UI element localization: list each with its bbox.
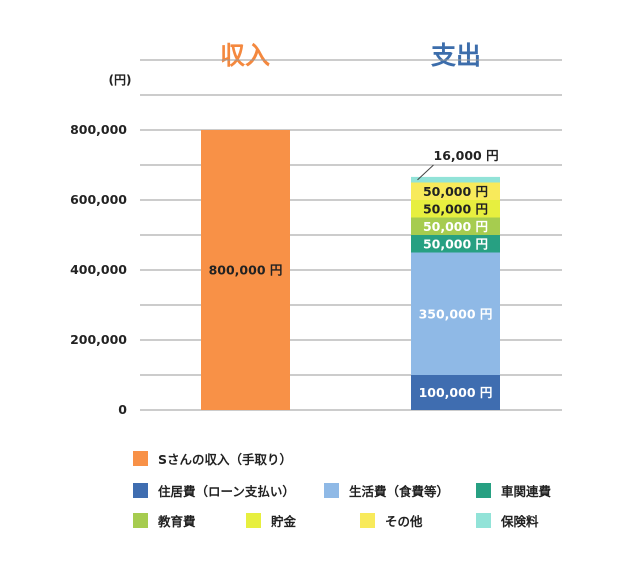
legend-label: 貯金 xyxy=(271,514,297,529)
bars xyxy=(201,130,500,410)
legend-swatch xyxy=(476,513,491,528)
bar-segment xyxy=(411,235,500,253)
data-labels: 800,000 円 100,000 円 350,000 円 50,000 円 50,00… xyxy=(209,148,499,400)
legend-swatch xyxy=(360,513,375,528)
legend-swatch xyxy=(133,483,148,498)
category-title-expense: 支出 xyxy=(431,41,481,70)
legend-item: 保険料 xyxy=(476,511,539,530)
bar-segment xyxy=(411,200,500,218)
legend-row: 住居費（ローン支払い） 生活費（食費等） 車関連費 xyxy=(0,481,640,501)
y-tick-label: 800,000 xyxy=(70,122,127,137)
bar-segment xyxy=(411,182,500,200)
legend-swatch xyxy=(324,483,339,498)
legend-swatch xyxy=(476,483,491,498)
legend-item: 生活費（食費等） xyxy=(324,481,449,500)
y-tick-label: 400,000 xyxy=(70,262,127,277)
legend-item: 教育費 xyxy=(133,511,196,530)
legend-label: 保険料 xyxy=(501,514,539,529)
bar-segment xyxy=(411,375,500,410)
legend-item: その他 xyxy=(360,511,423,530)
y-tick-label: 600,000 xyxy=(70,192,127,207)
data-label: 50,000 円 xyxy=(423,236,488,251)
bar-segment xyxy=(201,130,290,410)
legend-item: Sさんの収入（手取り） xyxy=(133,449,292,468)
y-tick-label: 200,000 xyxy=(70,332,127,347)
legend-item: 貯金 xyxy=(246,511,296,530)
callout-line xyxy=(417,164,434,181)
legend-item: 住居費（ローン支払い） xyxy=(133,481,295,500)
legend-label: 教育費 xyxy=(158,514,196,529)
legend-swatch xyxy=(246,513,261,528)
legend-label: 住居費（ローン支払い） xyxy=(158,484,295,499)
bar-segment xyxy=(411,217,500,235)
data-label: 350,000 円 xyxy=(419,306,493,321)
data-label: 100,000 円 xyxy=(419,385,493,400)
y-unit-label: (円) xyxy=(109,73,132,87)
data-label: 800,000 円 xyxy=(209,263,283,278)
data-label: 50,000 円 xyxy=(423,184,488,199)
data-label: 50,000 円 xyxy=(423,219,488,234)
chart: 収入 支出 (円) 0 200,000 400,000 600,000 800,000 … xyxy=(70,41,562,417)
y-axis-ticks: 0 200,000 400,000 600,000 800,000 xyxy=(70,122,127,417)
category-title-income: 収入 xyxy=(220,41,270,70)
legend-label: 車関連費 xyxy=(501,484,552,499)
legend-label: Sさんの収入（手取り） xyxy=(158,452,293,467)
bar-segment xyxy=(411,176,500,183)
y-tick-label: 0 xyxy=(118,402,127,417)
legend-swatch xyxy=(133,451,148,466)
legend-label: その他 xyxy=(385,514,423,529)
legend-swatch xyxy=(133,513,148,528)
legend-label: 生活費（食費等） xyxy=(349,484,450,499)
legend-item: 車関連費 xyxy=(476,481,551,500)
legend-row: 教育費 貯金 その他 保険料 xyxy=(0,511,640,531)
legend-row: Sさんの収入（手取り） xyxy=(0,449,640,469)
data-label: 50,000 円 xyxy=(423,201,488,216)
data-label: 16,000 円 xyxy=(434,148,499,163)
bar-segment xyxy=(411,252,500,375)
